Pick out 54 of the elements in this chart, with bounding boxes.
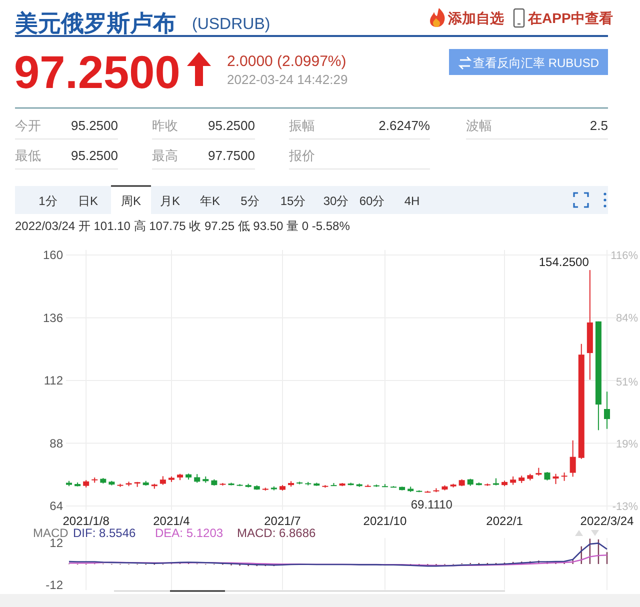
text: 最高 <box>152 148 178 163</box>
text: 15分 <box>280 194 306 208</box>
text: 1分 <box>38 194 58 208</box>
text: 95.2500 <box>208 118 255 133</box>
text: 今开 <box>15 118 41 133</box>
chart-subtitle: 2022/03/24 开 101.10 高 107.75 收 97.25 低 93.50 量 0 -5.58% <box>15 219 350 233</box>
y-tick-label: 88 <box>50 436 64 450</box>
x-tick-label: 2021/10 <box>363 514 407 528</box>
y2-tick-label: 84% <box>616 312 638 324</box>
text: 5分 <box>240 194 260 208</box>
y2-tick-label: 19% <box>616 438 638 451</box>
y2-tick-label: 51% <box>616 376 638 388</box>
text: 在APP中查看 <box>527 10 613 26</box>
text: 振幅 <box>289 118 315 133</box>
text: 年K <box>200 194 220 208</box>
text: 2.0000 (2.0997%) <box>227 53 346 70</box>
text: 昨收 <box>152 118 178 133</box>
text: 美元俄罗斯卢布 <box>14 10 176 36</box>
y2-tick-label: 116% <box>610 250 638 262</box>
text: 添加自选 <box>447 10 504 26</box>
x-tick-label: 2021/1/8 <box>62 514 110 528</box>
y2-tick-label: -13% <box>612 501 638 513</box>
text: 2.6247% <box>378 118 430 133</box>
y-tick-label: -12 <box>46 578 64 592</box>
text: 95.2500 <box>71 118 118 133</box>
text: 2.5 <box>590 118 608 133</box>
text: 报价 <box>288 148 315 163</box>
y-tick-label: 64 <box>50 499 64 513</box>
text: 4H <box>404 194 420 208</box>
text: MACD: 6.8686 <box>237 526 316 540</box>
x-tick-label: 2022/3/24 <box>580 514 634 528</box>
x-tick-label: 2021/7 <box>264 514 302 528</box>
x-tick-label: 2022/1 <box>486 514 524 528</box>
text: 30分 <box>323 194 349 208</box>
text: 最低 <box>15 148 41 163</box>
series-label: DEA: 5.1203 <box>155 526 224 540</box>
annotation: 69.1110 <box>410 498 453 512</box>
annotation: 154.2500 <box>538 255 590 270</box>
text: 查看反向汇率 RUBUSD <box>473 56 600 70</box>
text: 2022-03-24 14:42:29 <box>227 72 348 87</box>
y-tick-label: 160 <box>42 248 64 262</box>
y-tick-label: 112 <box>44 374 64 388</box>
text: 波幅 <box>466 118 492 133</box>
text: 97.7500 <box>208 148 255 163</box>
text: 日K <box>78 194 98 208</box>
series-label: DIF: 8.5546 <box>73 526 136 540</box>
text: (USDRUB) <box>192 16 270 33</box>
text: 60分 <box>359 194 385 208</box>
x-tick-label: 2021/4 <box>153 514 190 528</box>
text: 97.2500 <box>14 46 180 98</box>
text: 月K <box>160 194 180 208</box>
text: 95.2500 <box>71 148 118 163</box>
text: 周K <box>120 194 142 208</box>
y-tick-label: 136 <box>42 310 64 325</box>
